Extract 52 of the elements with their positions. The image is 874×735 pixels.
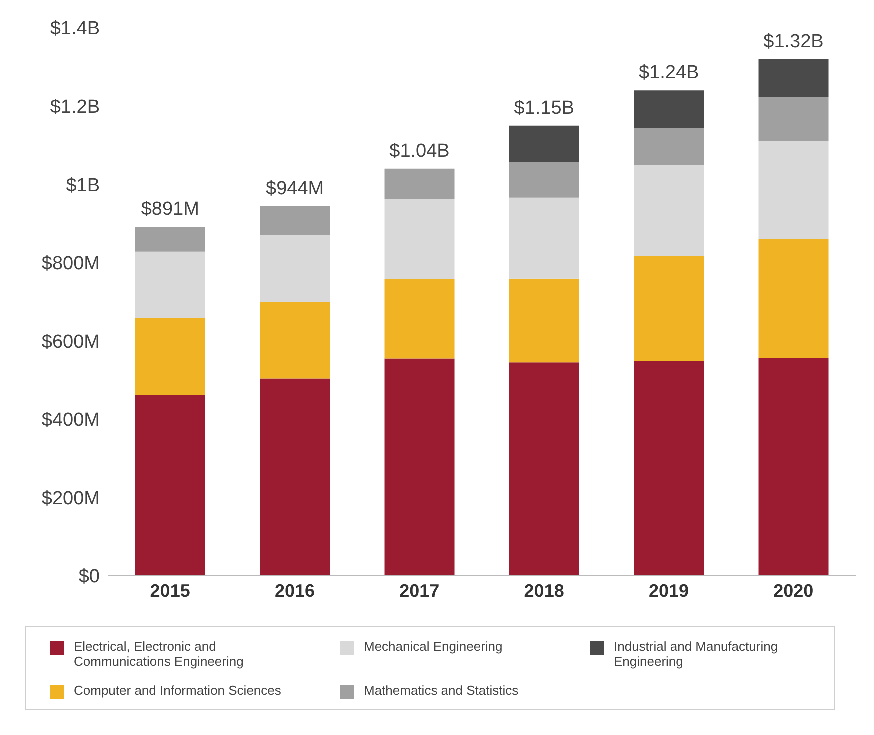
y-tick-label: $800M bbox=[42, 254, 100, 275]
legend-label: Industrial and Manufacturing Engineering bbox=[614, 639, 780, 669]
x-tick-label: 2018 bbox=[524, 580, 564, 601]
bar bbox=[384, 358, 455, 576]
bar bbox=[384, 168, 455, 200]
bar bbox=[384, 199, 455, 280]
x-tick-label: 2019 bbox=[648, 580, 690, 601]
x-tick-label: 2017 bbox=[400, 580, 440, 601]
bar bbox=[260, 378, 330, 576]
total-label: $1.15B bbox=[514, 98, 575, 119]
legend-label: Electrical, Electronic and Communications Engineering bbox=[74, 639, 245, 669]
y-tick-label: $200M bbox=[42, 488, 100, 510]
bar bbox=[758, 141, 829, 240]
total-label: $1.04B bbox=[390, 140, 450, 162]
bar bbox=[758, 239, 829, 358]
y-tick-label: $400M bbox=[42, 410, 100, 432]
bar bbox=[758, 358, 829, 576]
x-tick-label: 2016 bbox=[274, 580, 316, 601]
total-label: $1.32B bbox=[764, 31, 824, 52]
legend-label: Mechanical Engineering bbox=[364, 639, 503, 654]
bar bbox=[260, 235, 330, 302]
bar bbox=[634, 128, 704, 166]
total-label: $891M bbox=[141, 199, 200, 220]
bar bbox=[758, 59, 829, 98]
bar bbox=[135, 252, 206, 318]
bar bbox=[509, 126, 580, 162]
bar bbox=[135, 227, 206, 252]
bar bbox=[260, 302, 330, 379]
bar bbox=[135, 318, 206, 396]
bar bbox=[758, 97, 829, 142]
y-tick-label: $1.2B bbox=[50, 97, 100, 118]
y-tick-label: $0 bbox=[78, 566, 100, 588]
bar bbox=[634, 90, 704, 128]
bar bbox=[634, 361, 704, 576]
bar bbox=[509, 278, 580, 363]
y-tick-label: $600M bbox=[42, 332, 100, 353]
bar bbox=[509, 198, 580, 279]
bar bbox=[260, 206, 330, 236]
bar bbox=[634, 165, 704, 256]
y-tick-label: $1B bbox=[66, 175, 100, 196]
bar bbox=[384, 279, 455, 359]
x-tick-label: 2015 bbox=[150, 580, 190, 601]
y-tick-label: $1.4B bbox=[50, 18, 100, 40]
total-label: $1.24B bbox=[638, 62, 700, 84]
legend-label: Computer and Information Sciences bbox=[74, 683, 282, 698]
legend-label: Mathematics and Statistics bbox=[364, 683, 519, 698]
bar bbox=[634, 256, 704, 362]
total-label: $944M bbox=[266, 178, 324, 200]
bar bbox=[509, 162, 580, 198]
x-tick-label: 2020 bbox=[774, 580, 814, 601]
bar bbox=[135, 395, 206, 576]
bar bbox=[509, 362, 580, 576]
